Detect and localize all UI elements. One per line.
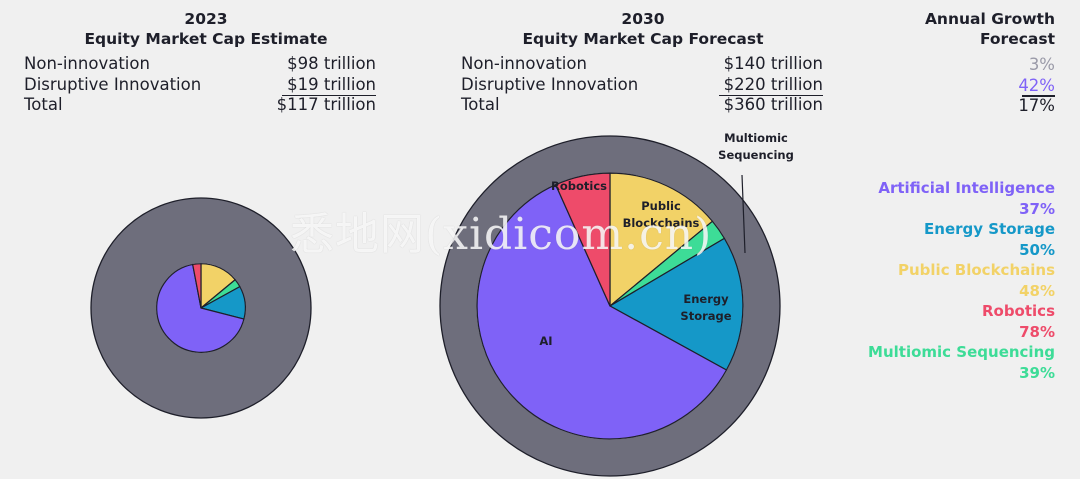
row-label: Total [24,95,63,114]
table-row: Non-innovation $98 trillion [24,54,376,75]
slice-robotics [555,172,611,307]
legend-value: 50% [1019,240,1055,259]
sum-underline [282,94,376,97]
legend-name: Robotics [981,302,1055,320]
row-value: $220 trillion [723,74,823,94]
row-label: Non-innovation [24,54,150,73]
slice-ai [156,263,245,353]
legend-name: Public Blockchains [898,261,1055,279]
growth-value-total: 17% [1018,96,1055,115]
legend-value: 78% [1019,322,1055,341]
slice-energy-storage [609,237,744,371]
slice-public-blockchains [609,172,713,307]
growth-value-non-innovation: 3% [1028,55,1055,74]
row-label: Total [461,95,500,114]
table-2023: Non-innovation $98 trillion Disruptive I… [24,54,376,116]
title-2023: Equity Market Cap Estimate [84,30,328,48]
row-label: Non-innovation [461,54,587,73]
header-2030: 2030 Equity Market Cap Forecast [493,9,793,49]
legend-item-energy-storage: Energy Storage 50% [795,219,1055,260]
slice-label-public-blockchains: Public Blockchains [623,199,700,230]
legend-value: 48% [1019,281,1055,300]
row-label: Disruptive Innovation [24,74,202,94]
table-row: Disruptive Innovation $220 trillion [461,74,823,97]
header-2023: 2023 Equity Market Cap Estimate [56,9,356,49]
watermark-text: 悉地网(xidicom.cn) [290,209,713,260]
legend-item-public-blockchains: Public Blockchains 48% [795,260,1055,301]
slice-ai [476,184,728,440]
sum-underline [1022,95,1055,97]
slice-label-ai: AI [539,334,552,348]
growth-values: 3% 42% 17% [975,55,1055,117]
slice-label-multiomic-sequencing: Multiomic Sequencing [718,131,794,162]
legend-item-ai: Artificial Intelligence 37% [795,178,1055,219]
row-value: $98 trillion [287,54,376,73]
legend-name: Energy Storage [924,220,1055,238]
legend-item-multiomic-sequencing: Multiomic Sequencing 39% [795,342,1055,383]
table-2030: Non-innovation $140 trillion Disruptive … [461,54,823,116]
legend: Artificial Intelligence 37% Energy Stora… [795,178,1055,383]
growth-title-line2: Forecast [979,30,1055,48]
table-row: Non-innovation $140 trillion [461,54,823,75]
slice-label-robotics: Robotics [551,179,607,193]
year-2030: 2030 [621,10,665,28]
growth-value-disruptive: 42% [1018,75,1055,95]
chart-2023 [90,197,312,419]
slice-robotics [192,263,202,309]
growth-title-line1: Annual Growth [924,10,1055,28]
row-label: Disruptive Innovation [461,74,639,94]
growth-header: Annual Growth Forecast [855,9,1055,49]
row-value: $19 trillion [287,74,376,94]
leader-line-multiomic [741,174,746,254]
sum-underline [719,94,823,97]
legend-item-robotics: Robotics 78% [795,301,1055,342]
title-2030: Equity Market Cap Forecast [522,30,764,48]
slice-label-energy-storage: Energy Storage [680,292,731,323]
row-value: $360 trillion [723,95,823,114]
legend-value: 39% [1019,363,1055,382]
table-row: Total $360 trillion [461,95,823,116]
chart-2030: AI Energy Storage Multiomic Sequencing Public… [439,131,794,477]
table-row: Total $117 trillion [24,95,376,116]
legend-name: Artificial Intelligence [878,179,1055,197]
legend-name: Multiomic Sequencing [868,343,1055,361]
table-row: Disruptive Innovation $19 trillion [24,74,376,97]
year-2023: 2023 [184,10,228,28]
row-value: $117 trillion [276,95,376,114]
row-value: $140 trillion [723,54,823,73]
legend-value: 37% [1019,199,1055,218]
